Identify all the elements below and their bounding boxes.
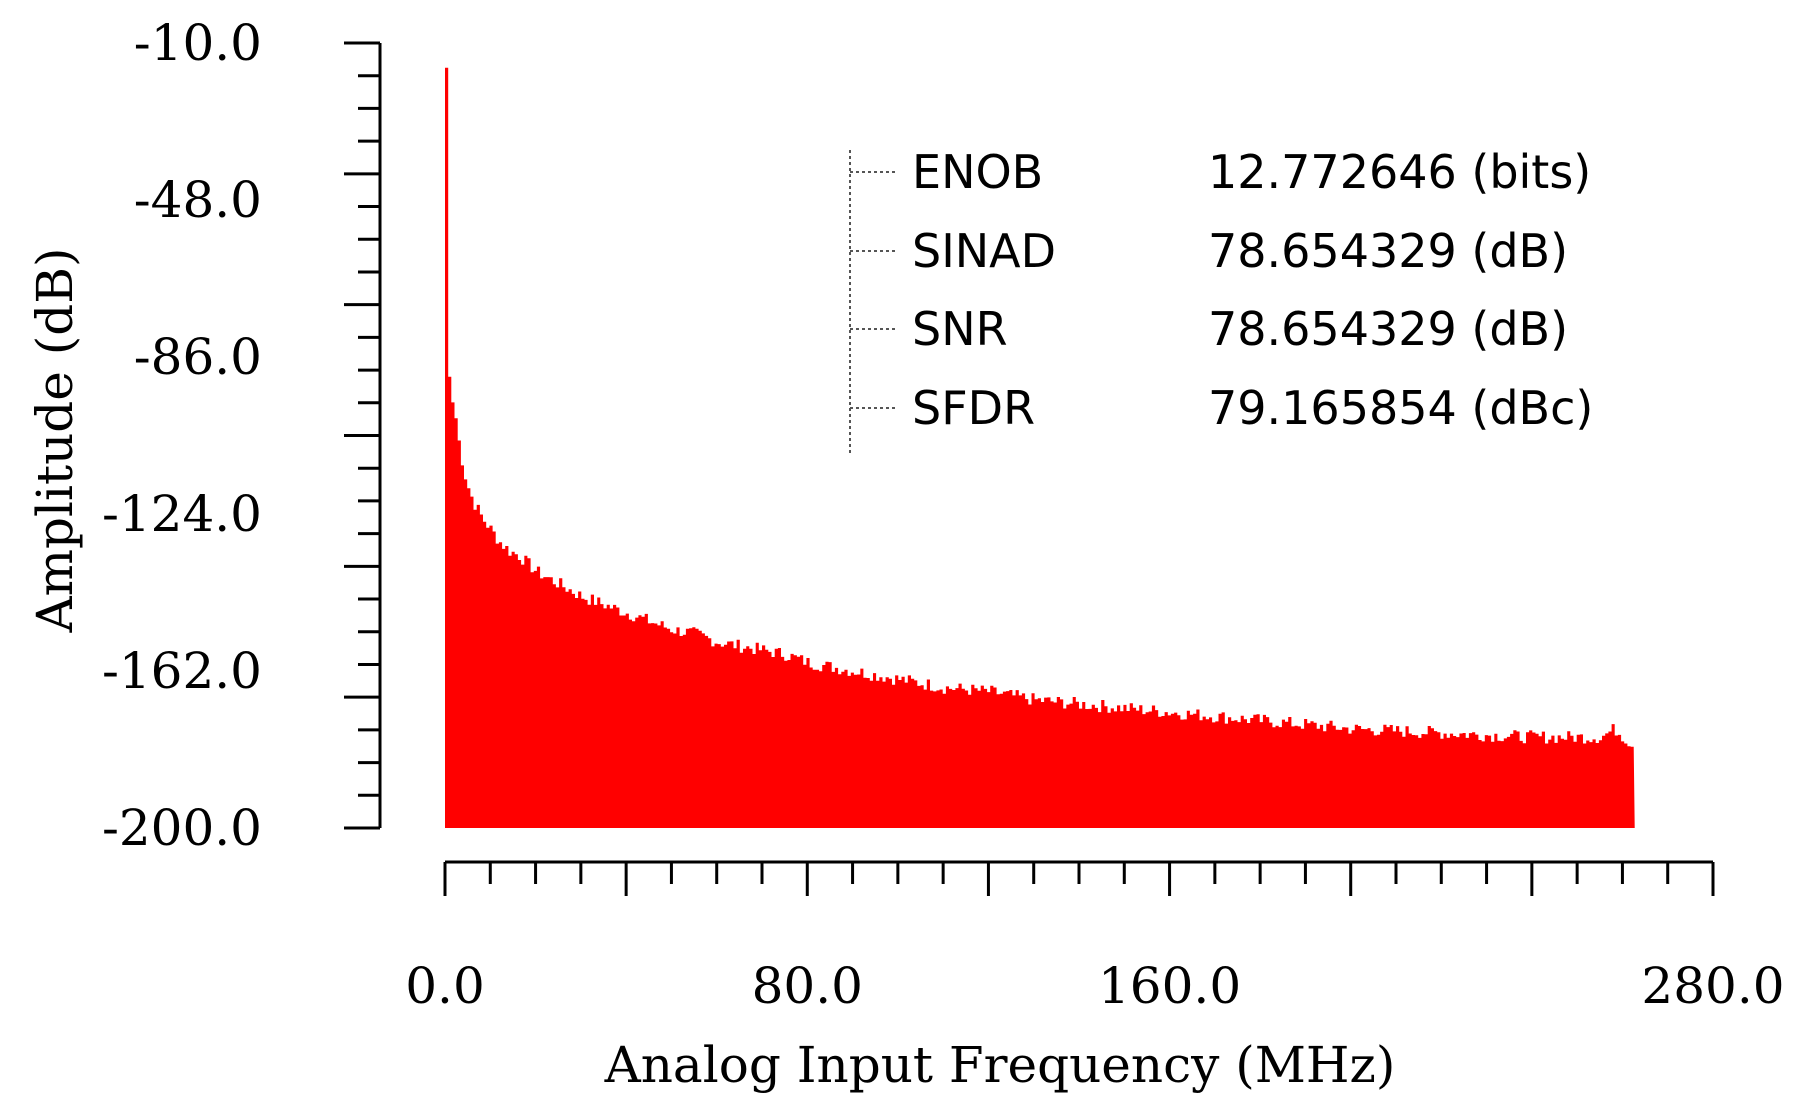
stat-value: 78.654329 (dB) (1208, 224, 1568, 278)
y-axis-title: Amplitude (dB) (26, 247, 84, 633)
spectrum-area (445, 67, 1635, 829)
x-axis-title: Analog Input Frequency (MHz) (604, 1036, 1396, 1094)
y-tick-label: -124.0 (102, 485, 262, 543)
stat-value: 78.654329 (dB) (1208, 302, 1568, 356)
y-tick-label: -200.0 (102, 799, 262, 857)
spectrum-series (445, 67, 1635, 829)
stat-label: SFDR (912, 381, 1035, 435)
x-tick-label: 160.0 (1098, 957, 1241, 1015)
stat-label: SNR (912, 302, 1008, 356)
y-tick-label: -86.0 (134, 328, 262, 386)
x-tick-label: 280.0 (1641, 957, 1784, 1015)
x-tick-label: 0.0 (405, 957, 485, 1015)
stat-label: SINAD (912, 224, 1056, 278)
y-tick-label: -162.0 (102, 642, 262, 700)
stat-value: 12.772646 (bits) (1208, 145, 1591, 199)
stat-value: 79.165854 (dBc) (1208, 381, 1593, 435)
y-tick-label: -10.0 (134, 14, 262, 72)
stats-panel: ENOB 12.772646 (bits) SINAD 78.654329 (dB) S… (849, 145, 1593, 455)
y-axis: -10.0 -48.0 -86.0 -124.0 -162.0 -200.0 (102, 14, 382, 857)
x-axis: 0.0 80.0 160.0 280.0 (405, 860, 1785, 1015)
x-tick-label: 80.0 (752, 957, 863, 1015)
y-tick-label: -48.0 (134, 171, 262, 229)
stat-label: ENOB (912, 145, 1043, 199)
